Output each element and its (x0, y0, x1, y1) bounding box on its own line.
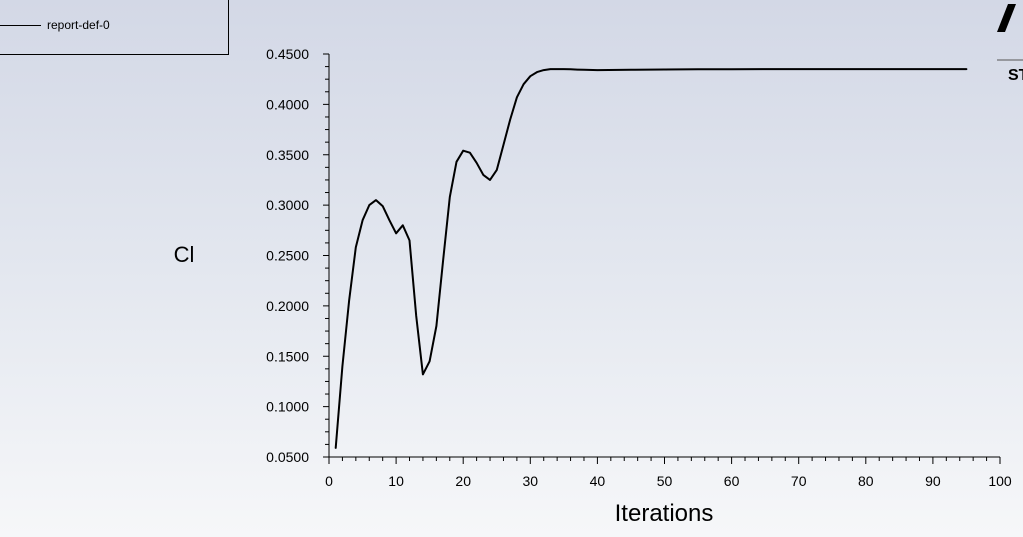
x-tick-label: 90 (925, 473, 941, 489)
y-tick-label: 0.0500 (266, 449, 309, 465)
series-line-report-def-0 (334, 68, 968, 449)
y-axis-title: Cl (174, 242, 195, 267)
y-tick-label: 0.1000 (266, 399, 309, 415)
x-tick-label: 100 (988, 473, 1012, 489)
x-tick-label: 10 (388, 473, 404, 489)
y-tick-label: 0.2500 (266, 248, 309, 264)
y-tick-label: 0.1500 (266, 348, 309, 364)
y-tick-label: 0.3000 (266, 197, 309, 213)
logo-mark (997, 4, 1016, 32)
legend-label: report-def-0 (47, 18, 110, 32)
y-tick-label: 0.2000 (266, 298, 309, 314)
x-tick-label: 80 (858, 473, 874, 489)
y-tick-label: 0.4500 (266, 46, 309, 62)
logo-graphic: ST (997, 4, 1023, 84)
x-axis-title: Iterations (615, 500, 714, 527)
y-tick-label: 0.4000 (266, 96, 309, 112)
x-tick-label: 40 (590, 473, 606, 489)
x-tick-label: 60 (724, 473, 740, 489)
x-tick-label: 20 (455, 473, 471, 489)
x-tick-label: 70 (791, 473, 807, 489)
legend-line-swatch (0, 25, 41, 26)
chart-series (334, 68, 968, 449)
legend: report-def-0 (0, 0, 229, 55)
logo-text: ST (1008, 67, 1023, 84)
x-tick-label: 0 (325, 473, 333, 489)
x-tick-label: 50 (657, 473, 673, 489)
x-tick-label: 30 (523, 473, 539, 489)
y-tick-label: 0.3500 (266, 147, 309, 163)
ansys-logo: ST (996, 0, 1023, 90)
chart-axes: 0 10 20 30 40 50 60 70 80 90 100 0.0500 0.1000 0.1500… (266, 46, 1012, 489)
